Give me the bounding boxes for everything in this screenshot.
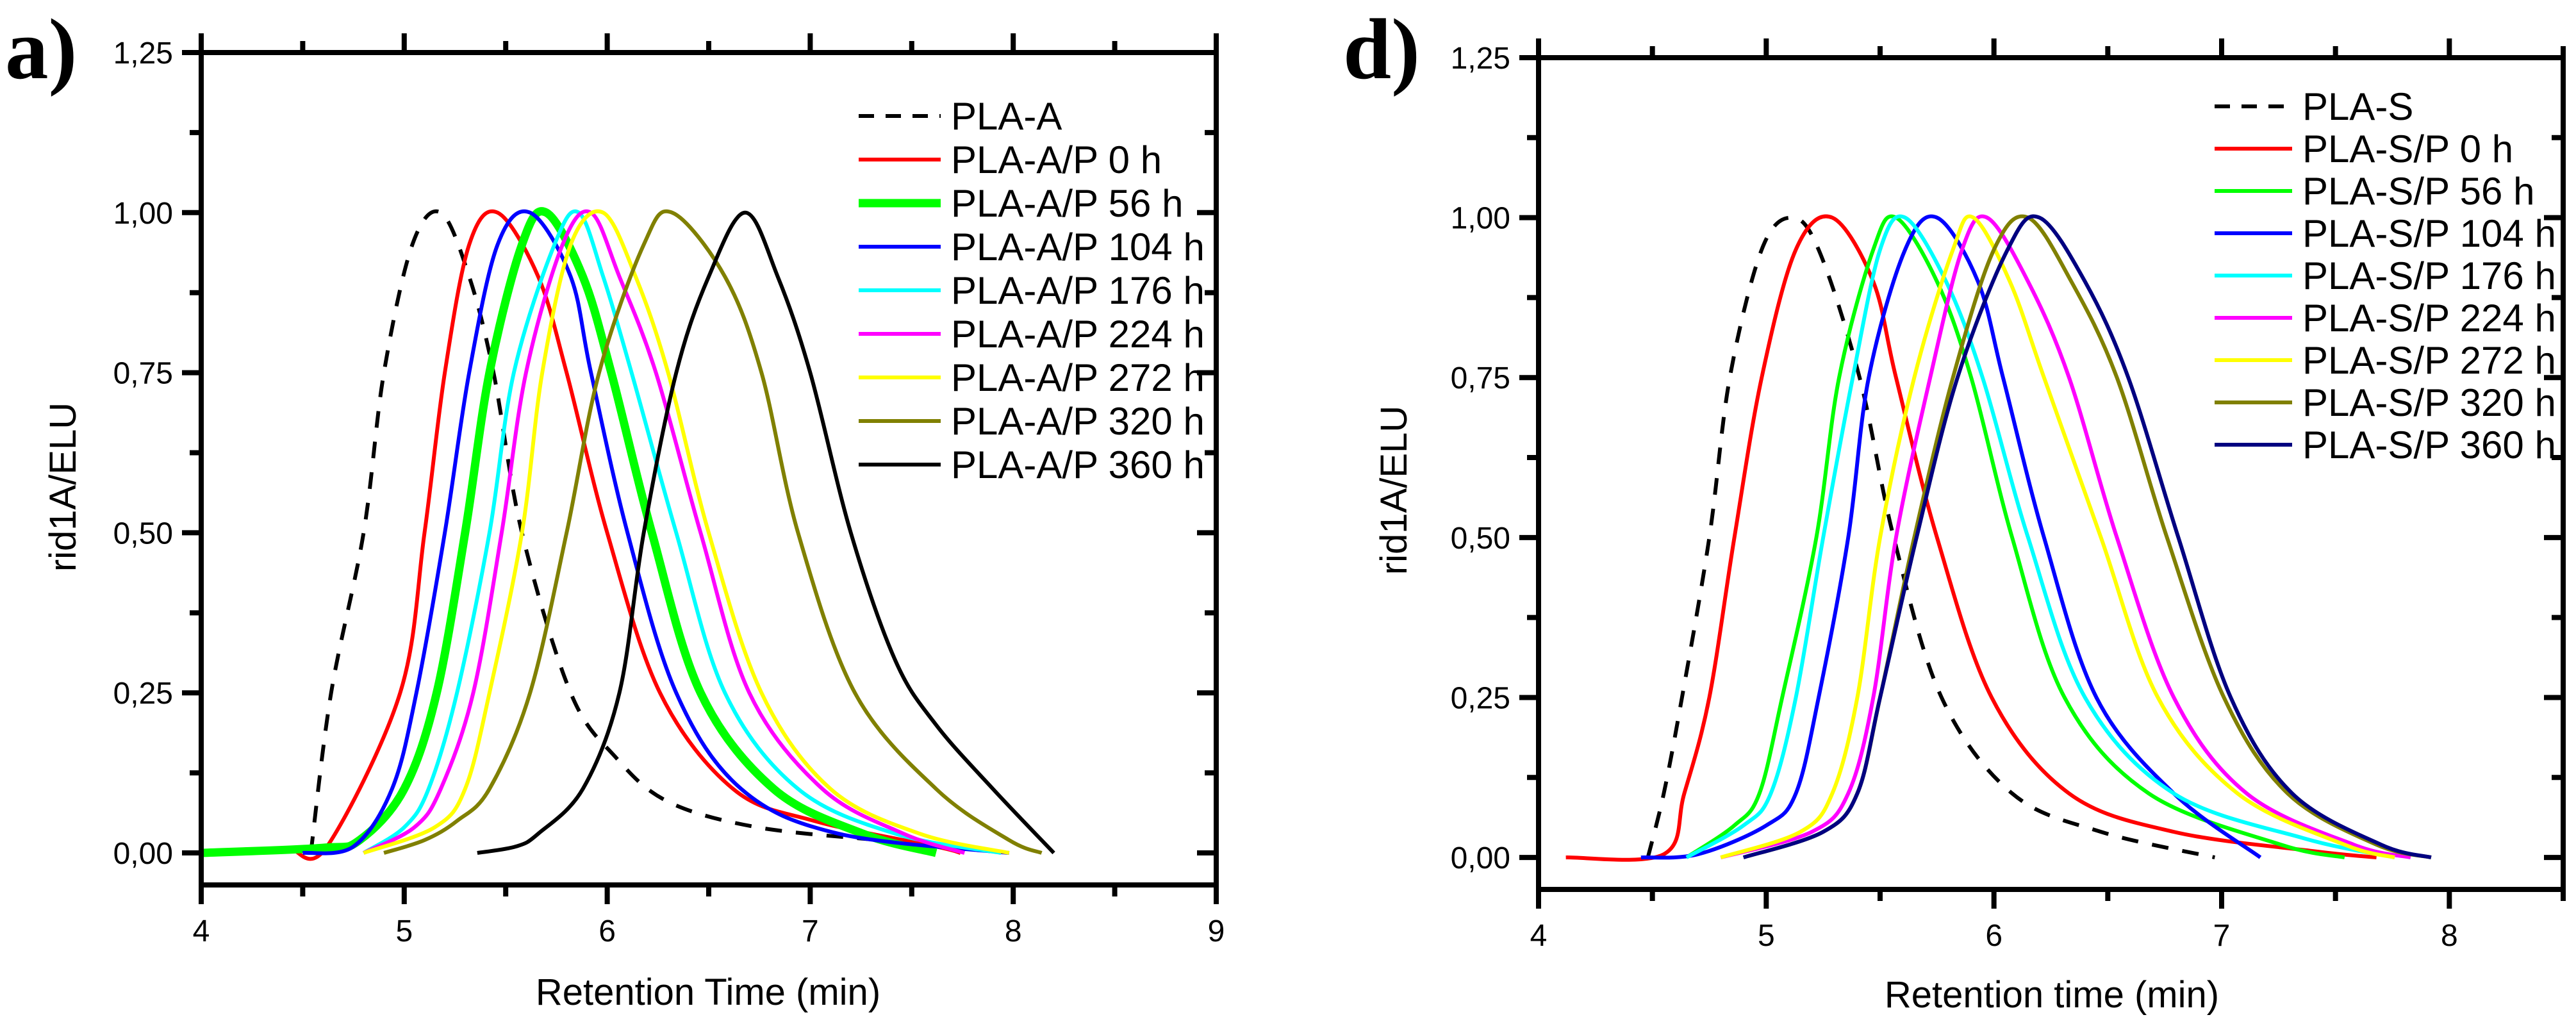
x-tick-label: 7 — [802, 914, 819, 948]
series-group — [201, 207, 1055, 861]
series-line-pla-a-p-272-h — [363, 209, 1010, 855]
series-line-pla-s-p-56-h — [1685, 214, 2345, 860]
y-tick-label: 0,25 — [1451, 681, 1510, 715]
legend-label: PLA-A/P 176 h — [951, 269, 1205, 312]
y-tick-label: 0,50 — [113, 516, 173, 550]
series-line-pla-a-p-56-h — [201, 207, 937, 857]
y-tick-label: 0,75 — [1451, 361, 1510, 395]
legend-label: PLA-A/P 56 h — [951, 182, 1183, 225]
x-tick-label: 4 — [1530, 919, 1548, 953]
legend-label: PLA-S/P 104 h — [2302, 212, 2556, 255]
panel-a-chart: a) Retention Time (min) rid1A/ELU 4 5 6 7 8 9… — [5, 2, 1225, 1013]
legend-label: PLA-A/P 320 h — [951, 400, 1205, 443]
legend-label: PLA-A/P 360 h — [951, 443, 1205, 486]
x-tick-label: 4 — [193, 914, 210, 948]
legend-label: PLA-A — [951, 95, 1062, 138]
y-tick-label: 1,00 — [1451, 202, 1510, 236]
legend-label: PLA-S/P 320 h — [2302, 381, 2556, 424]
series-line-pla-s — [1646, 215, 2215, 860]
y-tick-label: 0,00 — [113, 837, 173, 871]
y-tick-label: 1,25 — [1451, 42, 1510, 76]
series-line-pla-a-p-360-h — [477, 210, 1055, 855]
legend-label: PLA-S/P 0 h — [2302, 128, 2513, 170]
legend-label: PLA-A/P 104 h — [951, 226, 1205, 268]
legend-label: PLA-S/P 360 h — [2302, 424, 2556, 467]
legend-label: PLA-A/P 272 h — [951, 356, 1205, 399]
panel-label: a) — [5, 2, 77, 97]
x-tick-label: 5 — [1758, 919, 1775, 953]
x-tick-label: 6 — [599, 914, 616, 948]
y-tick-label: 0,50 — [1451, 522, 1510, 556]
series-line-pla-s-p-104-h — [1640, 214, 2262, 860]
x-tick-label: 9 — [1208, 914, 1225, 948]
series-line-pla-a-p-104-h — [302, 209, 1010, 855]
legend-label: PLA-A/P 0 h — [951, 138, 1162, 181]
series-group — [1565, 214, 2432, 862]
x-tick-label: 8 — [1005, 914, 1022, 948]
x-tick-label: 8 — [2441, 919, 2458, 953]
legend-label: PLA-S/P 56 h — [2302, 170, 2534, 213]
series-line-pla-s-p-176-h — [1685, 214, 2395, 860]
plot-frame — [1536, 55, 2566, 892]
x-tick-label: 7 — [2213, 919, 2231, 953]
y-tick-label: 0,25 — [113, 677, 173, 711]
series-line-pla-s-p-0-h — [1565, 214, 2377, 862]
panel-label: d) — [1343, 2, 1420, 97]
series-line-pla-a-p-176-h — [362, 209, 1002, 855]
series-line-pla-s-p-360-h — [1742, 214, 2432, 860]
y-tick-label: 1,00 — [113, 197, 173, 231]
series-line-pla-a-p-224-h — [363, 209, 966, 855]
series-line-pla-a-p-0-h — [292, 209, 961, 861]
legend-label: PLA-A/P 224 h — [951, 313, 1205, 356]
series-line-pla-a-p-320-h — [383, 209, 1043, 855]
series-line-pla-s-p-224-h — [1720, 214, 2411, 860]
legend-label: PLA-S/P 176 h — [2302, 254, 2556, 297]
legend-label: PLA-S/P 272 h — [2302, 339, 2556, 382]
y-tick-label: 0,75 — [113, 357, 173, 391]
legend-label: PLA-S — [2302, 85, 2413, 128]
panel-d-chart: d) Retention time (min) rid1A/ELU 4 5 6 7 8 0… — [1343, 2, 2566, 1016]
x-tick-label: 6 — [1985, 919, 2002, 953]
y-tick-label: 0,00 — [1451, 841, 1510, 875]
series-line-pla-s-p-272-h — [1720, 214, 2395, 860]
legend-label: PLA-S/P 224 h — [2302, 297, 2556, 340]
y-tick-label: 1,25 — [113, 37, 173, 70]
x-axis-title: Retention Time (min) — [536, 971, 880, 1013]
x-tick-label: 5 — [395, 914, 413, 948]
x-axis-title: Retention time (min) — [1885, 974, 2219, 1016]
y-axis-title: rid1A/ELU — [42, 402, 84, 572]
y-axis-title: rid1A/ELU — [1373, 406, 1415, 575]
